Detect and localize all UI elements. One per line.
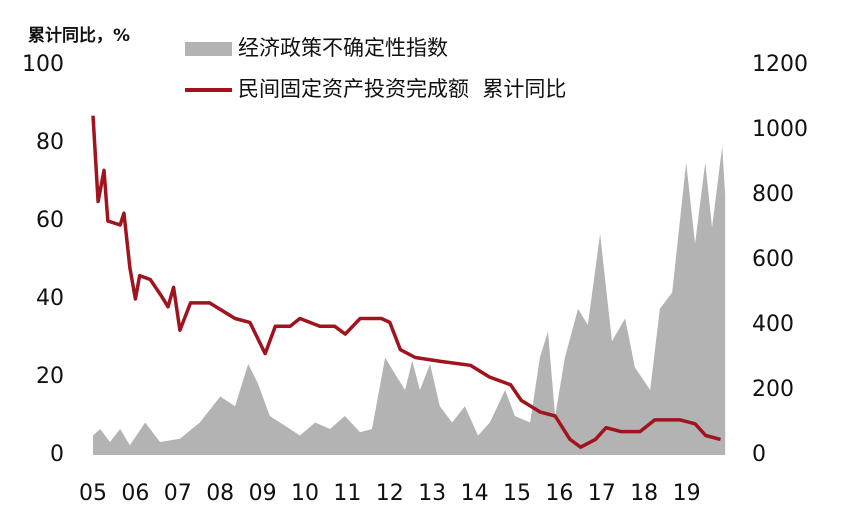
y2-tick-label: 1200 <box>752 52 808 77</box>
y-tick-label: 40 <box>36 286 64 311</box>
x-tick-label: 08 <box>206 481 234 506</box>
line <box>91 115 721 449</box>
y-axis-title: 累计同比，% <box>28 25 130 46</box>
x-tick-label: 07 <box>164 481 192 506</box>
legend-label: 民间固定资产投资完成额 累计同比 <box>238 77 566 101</box>
x-tick-label: 11 <box>333 481 361 506</box>
x-tick-label: 18 <box>630 481 658 506</box>
y2-tick-label: 200 <box>752 377 794 402</box>
legend-swatch <box>185 42 232 56</box>
y2-tick-label: 800 <box>752 182 794 207</box>
legend-label: 经济政策不确定性指数 <box>238 36 448 60</box>
area <box>93 146 726 455</box>
y2-tick-label: 400 <box>752 312 794 337</box>
y2-tick-label: 1000 <box>752 117 808 142</box>
x-tick-label: 09 <box>249 481 277 506</box>
x-tick-label: 15 <box>503 481 531 506</box>
x-tick-label: 13 <box>418 481 446 506</box>
y-tick-label: 20 <box>36 364 64 389</box>
x-tick-label: 17 <box>588 481 616 506</box>
y-tick-label: 0 <box>50 442 64 467</box>
x-tick-label: 05 <box>79 481 107 506</box>
x-tick-label: 14 <box>461 481 489 506</box>
x-tick-label: 06 <box>121 481 149 506</box>
y-tick-label: 100 <box>22 52 64 77</box>
y-tick-label: 60 <box>36 208 64 233</box>
y2-tick-label: 600 <box>752 247 794 272</box>
x-tick-label: 12 <box>376 481 404 506</box>
x-tick-label: 19 <box>673 481 701 506</box>
y-tick-label: 80 <box>36 130 64 155</box>
x-tick-label: 10 <box>291 481 319 506</box>
x-tick-label: 16 <box>545 481 573 506</box>
y2-tick-label: 0 <box>752 442 766 467</box>
